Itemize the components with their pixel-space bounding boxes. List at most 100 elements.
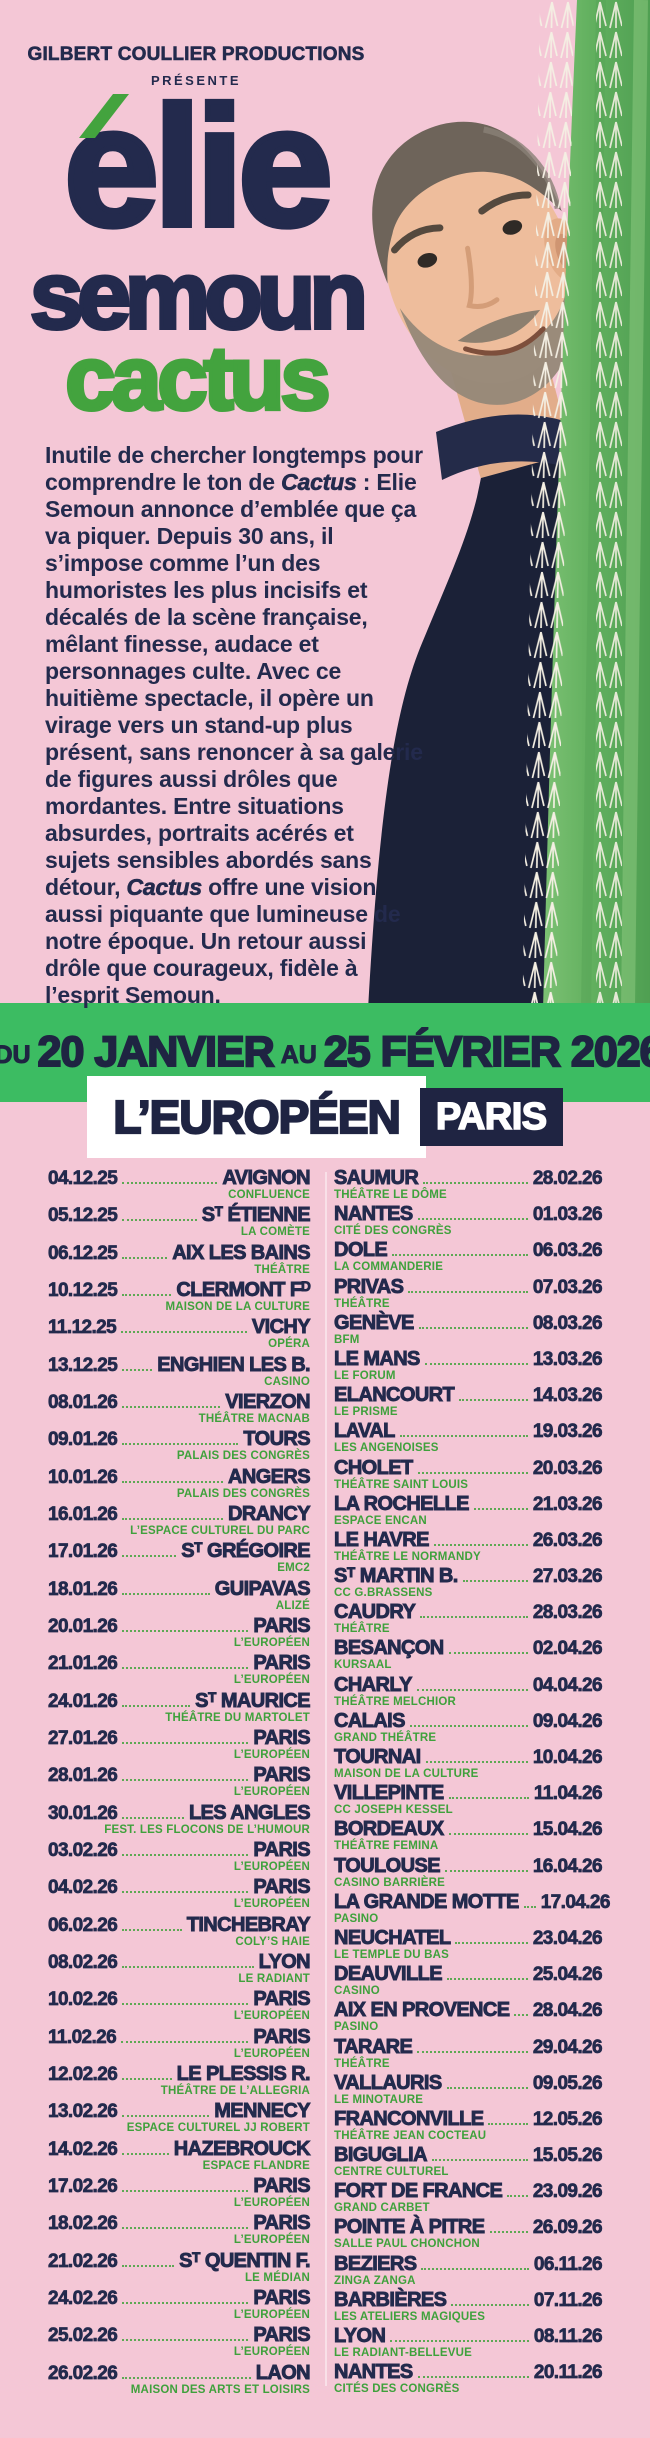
tour-date: 11.12.25: [48, 1317, 117, 1339]
tour-city: HAZEBROUCK: [173, 2137, 311, 2160]
tour-column-right: SAUMUR 28.02.26 THÉÂTRE LE DÔME NANTES 0…: [334, 1168, 611, 2396]
tour-row: 10.02.26 PARIS L’EUROPÉEN: [48, 1988, 311, 2023]
dotted-leader: [122, 1816, 184, 1819]
tour-row: TOULOUSE 16.04.26 CASINO BARRIÈRE: [334, 1855, 603, 1890]
tour-city: PARIS: [253, 2174, 311, 2197]
tour-date: 13.03.26: [532, 1348, 602, 1370]
tour-date: 17.04.26: [540, 1891, 610, 1913]
tour-city: DOLE: [334, 1239, 389, 1262]
tour-city: TOURNAI: [334, 1746, 422, 1768]
tour-date: 14.02.26: [48, 2138, 118, 2160]
tour-date: 18.02.26: [48, 2213, 118, 2235]
tour-venue: CONFLUENCE: [228, 1189, 310, 1201]
tour-row: POINTE À PITRE 26.09.26 SALLE PAUL CHONC…: [334, 2217, 603, 2251]
tour-venue: THÉÂTRE LE NORMANDY: [334, 1550, 481, 1563]
tour-row: LA GRANDE MOTTE 17.04.26 PASINO: [334, 1891, 611, 1926]
tour-date: 20.11.26: [533, 2362, 603, 2384]
tour-venue: LE PRISME: [334, 1406, 398, 1419]
tour-row: CHARLY 04.04.26 THÉÂTRE MELCHIOR: [334, 1674, 603, 1709]
tour-city: AIX EN PROVENCE: [334, 1999, 511, 2022]
dotted-leader: [121, 2040, 249, 2043]
tour-city: BARBIÈRES: [334, 2288, 448, 2311]
tour-row: 04.02.26 PARIS L’EUROPÉEN: [48, 1876, 311, 1911]
tour-date: 14.03.26: [532, 1385, 602, 1407]
tour-venue: GRAND THÉÂTRE: [334, 1731, 437, 1744]
tour-venue: CC G.BRASSENS: [334, 1587, 433, 1600]
tour-venue: L’EUROPÉEN: [233, 2047, 310, 2060]
tour-city: AIX LES BAINS: [172, 1241, 311, 1264]
dotted-leader: [122, 2301, 249, 2304]
tour-venue: BFM: [334, 1333, 360, 1346]
show-name-inline: Cactus: [281, 469, 357, 496]
tour-city: LAON: [255, 2361, 311, 2384]
tour-row: LE HAVRE 26.03.26 THÉÂTRE LE NORMANDY: [334, 1529, 603, 1564]
dotted-leader: [433, 1543, 528, 1546]
tour-venue: ESPACE FLANDRE: [202, 2159, 310, 2172]
tour-date: 08.11.26: [533, 2326, 603, 2347]
dotted-leader: [416, 1688, 528, 1691]
tour-date: 16.04.26: [532, 1855, 602, 1877]
dotted-leader: [421, 2267, 529, 2270]
description-text: Inutile de chercher longtemps pour compr…: [45, 442, 423, 495]
tour-city: BORDEAUX: [334, 1818, 445, 1841]
tour-city: PARIS: [253, 1764, 311, 1787]
tour-row: 28.01.26 PARIS L’EUROPÉEN: [48, 1764, 311, 1799]
tour-date: 28.03.26: [532, 1602, 602, 1624]
tour-city: GUIPAVAS: [214, 1577, 311, 1600]
tour-venue: MAISON DES ARTS ET LOISIRS: [130, 2383, 310, 2396]
tour-city: VICHY: [251, 1316, 311, 1339]
tour-date: 12.02.26: [48, 2063, 118, 2085]
tour-date: 25.04.26: [532, 1964, 602, 1986]
tour-venue: ALIZÉ: [275, 1599, 310, 1612]
tour-venue: PALAIS DES CONGRÈS: [176, 1450, 310, 1463]
tour-row: 08.02.26 LYON LE RADIANT: [48, 1950, 311, 1986]
title-last-name: semoun: [28, 242, 370, 349]
dotted-leader: [399, 1435, 528, 1438]
tour-row: BARBIÈRES 07.11.26 LES ATELIERS MAGIQUES: [334, 2288, 603, 2324]
tour-date: 11.04.26: [533, 1783, 603, 1805]
tour-row: CALAIS 09.04.26 GRAND THÉÂTRE: [334, 1710, 603, 1745]
tour-city: PARIS: [253, 1726, 311, 1749]
tour-venue: COLY’S HAIE: [235, 1935, 310, 1948]
main-venue-city-box: PARIS: [419, 1088, 563, 1146]
tour-venue: LE FORUM: [334, 1369, 396, 1382]
presents-label: PRÉSENTE: [150, 73, 242, 88]
tour-city: DRANCY: [228, 1502, 311, 1525]
tour-row: 14.02.26 HAZEBROUCK ESPACE FLANDRE: [48, 2137, 311, 2173]
dotted-leader: [451, 2303, 529, 2306]
tour-venue: EMC2: [277, 1562, 310, 1575]
tour-row: BESANÇON 02.04.26 KURSAAL: [334, 1638, 603, 1672]
dotted-leader: [462, 1580, 528, 1583]
page-title: elie semoun cactus: [0, 79, 392, 426]
tour-venue: THÉÂTRE: [334, 1623, 390, 1636]
cactus: [522, 0, 650, 1010]
tour-venue: L’EUROPÉEN: [233, 1748, 310, 1761]
tour-row: 11.12.25 VICHY OPÉRA: [48, 1316, 311, 1351]
tour-city: PARIS: [253, 1876, 311, 1899]
dotted-leader: [122, 2339, 249, 2342]
tour-date: 16.01.26: [48, 1503, 118, 1525]
tour-city: LYON: [258, 1950, 311, 1973]
dotted-leader: [122, 1517, 224, 1520]
tour-row: 13.02.26 MENNECY ESPACE CULTUREL JJ ROBE…: [48, 2101, 311, 2135]
tour-city: NANTES: [334, 2361, 414, 2384]
tour-date: 21.01.26: [48, 1653, 118, 1675]
show-name-inline: Cactus: [126, 874, 202, 901]
tour-city: PRIVAS: [334, 1275, 405, 1298]
tour-city: PARIS: [253, 1988, 311, 2011]
tour-city: CLERMONT Fᴰ: [176, 1278, 311, 1301]
tour-city: TINCHEBRAY: [186, 1913, 311, 1936]
tour-venue: CITÉ DES CONGRÈS: [334, 1225, 452, 1238]
tour-date: 09.05.26: [532, 2072, 602, 2094]
tour-venue: LES ATELIERS MAGIQUES: [334, 2310, 486, 2323]
tour-venue: L’EUROPÉEN: [233, 1786, 310, 1799]
dotted-leader: [122, 1928, 182, 1931]
dotted-leader: [122, 2152, 169, 2155]
tour-date: 29.04.26: [532, 2036, 602, 2058]
tour-venue: L’EUROPÉEN: [233, 1860, 310, 1873]
tour-venue: PALAIS DES CONGRÈS: [176, 1487, 310, 1500]
dotted-leader: [122, 2115, 210, 2118]
tour-date: 19.03.26: [532, 1421, 602, 1443]
tour-venue: THÉÂTRE DU MARTOLET: [165, 1711, 310, 1724]
tour-row: 03.02.26 PARIS L’EUROPÉEN: [48, 1839, 311, 1874]
